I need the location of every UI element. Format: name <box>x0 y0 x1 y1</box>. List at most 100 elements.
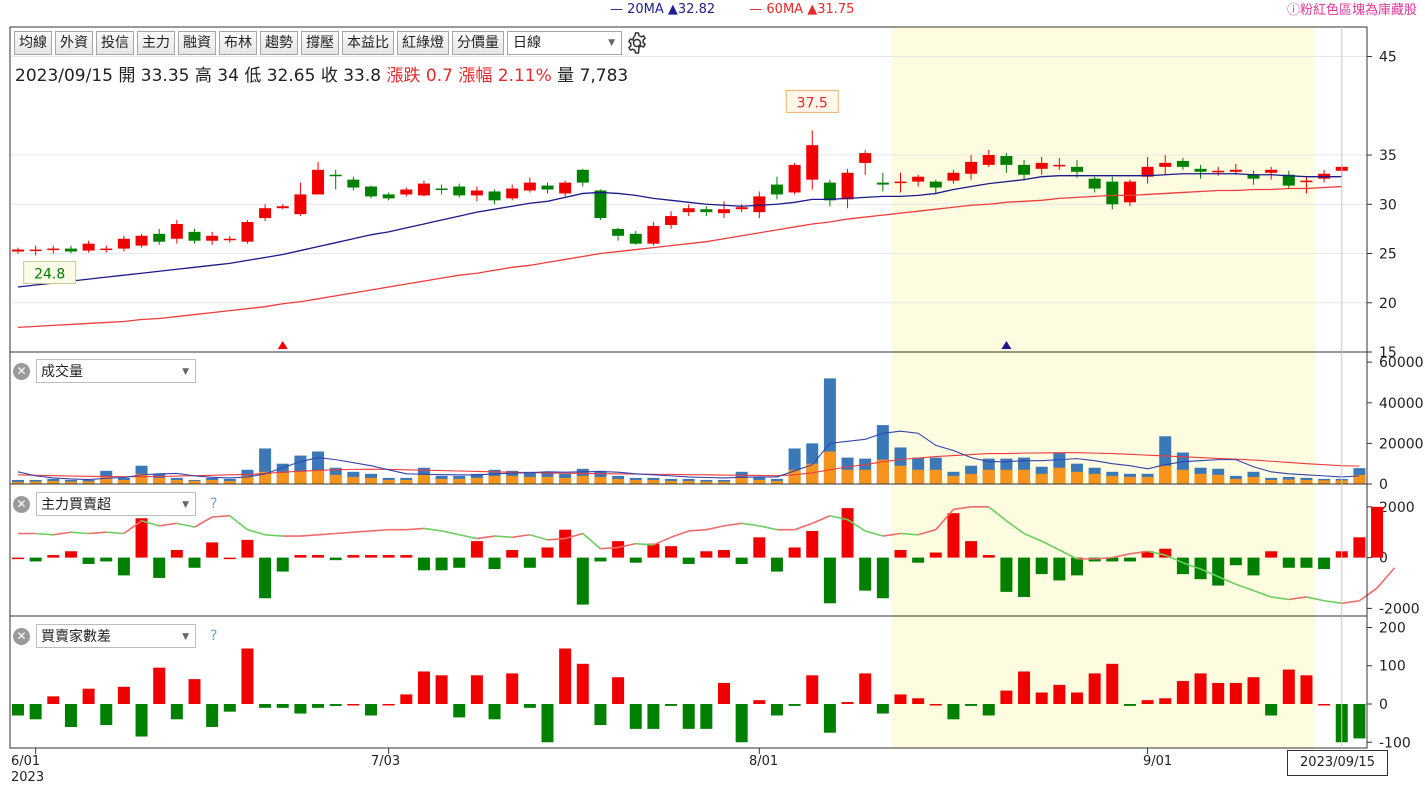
netbuy-bar <box>82 557 95 564</box>
close-icon[interactable]: ✕ <box>13 495 30 513</box>
signal-button[interactable]: 紅綠燈 <box>397 31 449 55</box>
brokers-bar <box>347 704 360 706</box>
highlight-region <box>891 27 1316 748</box>
candle-body <box>47 248 60 251</box>
candle-body <box>894 181 907 184</box>
candle-body <box>488 191 501 201</box>
gear-icon[interactable] <box>625 31 649 55</box>
ma-button[interactable]: 均線 <box>14 31 52 55</box>
netbuy-bar <box>665 546 678 558</box>
close-icon[interactable]: ✕ <box>13 362 30 380</box>
brokers-bar <box>64 704 77 727</box>
volume-bar-inner <box>912 469 925 484</box>
netbuy-bar <box>153 557 166 578</box>
help-icon[interactable]: ? <box>210 496 218 512</box>
candle-body <box>718 209 730 214</box>
volume-bar-inner <box>135 473 148 484</box>
volume-bar-inner <box>1176 469 1189 484</box>
netbuy-line-seg <box>917 528 937 536</box>
candle-body <box>576 169 589 183</box>
volume-bar-inner <box>965 473 978 484</box>
candle-body <box>417 183 430 196</box>
netbuy-line-seg <box>141 520 160 527</box>
brokers-bar <box>1265 704 1278 716</box>
bollinger-button[interactable]: 布林 <box>219 31 257 55</box>
netbuy-line-seg <box>670 530 689 539</box>
ohlc-date: 2023/09/15 <box>15 66 113 86</box>
volume-bar-inner <box>1141 476 1154 484</box>
volume-bar-inner <box>64 481 77 484</box>
netbuy-line-seg <box>741 522 760 527</box>
candle-body <box>1035 162 1048 169</box>
netbuy-bar <box>735 557 748 564</box>
candle-body <box>594 190 607 219</box>
brokers-bar <box>1088 673 1101 704</box>
pe-button[interactable]: 本益比 <box>342 31 394 55</box>
period-select[interactable]: 日線 ▼ <box>507 31 622 55</box>
volume-bar-inner <box>770 480 783 484</box>
brokers-select[interactable]: 買賣家數差 ▼ <box>36 624 196 648</box>
netbuy-bar <box>382 555 395 558</box>
volume-bar-inner <box>841 469 854 484</box>
netbuy-line-seg <box>688 528 707 532</box>
trust-button[interactable]: 投信 <box>96 31 134 55</box>
candle-body <box>170 223 183 239</box>
netbuy-line-seg <box>476 535 495 540</box>
netbuy-select[interactable]: 主力買賣超 ▼ <box>36 492 196 516</box>
volume-select[interactable]: 成交量 ▼ <box>36 359 196 383</box>
brokers-bar <box>770 704 783 716</box>
chart-frame <box>9 26 1368 749</box>
netbuy-line-seg <box>176 522 195 528</box>
netbuy-line-seg <box>1341 599 1360 605</box>
volume-bar-inner <box>417 474 430 484</box>
netbuy-bar <box>947 513 960 558</box>
candle-body <box>1300 180 1313 183</box>
volume-bar-inner <box>753 479 766 484</box>
volume-select-label: 成交量 <box>41 364 83 380</box>
candle-body <box>223 238 236 241</box>
candle-body <box>647 225 660 244</box>
candle-body <box>682 208 695 213</box>
netbuy-bar <box>965 541 978 558</box>
netbuy-line-seg <box>353 530 372 534</box>
netbuy-bar <box>523 557 536 568</box>
close-icon[interactable]: ✕ <box>13 627 30 645</box>
ohlc-change: 漲跌 0.7 <box>386 66 453 86</box>
netbuy-bar <box>1141 551 1154 558</box>
brokers-bar <box>665 704 678 706</box>
brokers-bar <box>100 704 113 726</box>
x-label-jun: 6/01 <box>11 754 41 769</box>
brokers-bar <box>294 704 307 714</box>
main-force-button[interactable]: 主力 <box>137 31 175 55</box>
netbuy-line-seg <box>635 542 654 546</box>
brokers-bar <box>1300 675 1313 704</box>
brokers-bar <box>647 704 660 729</box>
candle-body <box>12 249 24 252</box>
volume-bar-inner <box>612 478 625 484</box>
netbuy-bar <box>117 557 130 576</box>
netbuy-bar <box>629 557 642 563</box>
candle-body <box>1088 178 1101 189</box>
margin-button[interactable]: 融資 <box>178 31 216 55</box>
treasury-stock-notice[interactable]: ⓘ粉紅色區塊為庫藏股 <box>1286 3 1417 18</box>
trend-button[interactable]: 趨勢 <box>260 31 298 55</box>
brokers-bar <box>1018 671 1031 704</box>
netbuy-line-seg <box>847 518 866 532</box>
netbuy-bar <box>700 551 713 558</box>
netbuy-bar <box>241 539 254 558</box>
help-icon[interactable]: ? <box>210 628 218 644</box>
volume-bar-inner <box>453 478 466 484</box>
support-button[interactable]: 撐壓 <box>301 31 339 55</box>
volume-bar-inner <box>788 469 801 484</box>
volume-bar-inner <box>735 476 748 484</box>
netbuy-line-seg <box>882 532 901 537</box>
brokers-bar <box>1212 682 1225 704</box>
price-volume-button[interactable]: 分價量 <box>452 31 504 55</box>
netbuy-line-seg <box>1147 550 1166 556</box>
foreign-button[interactable]: 外資 <box>55 31 93 55</box>
brokers-bar <box>629 704 642 729</box>
netbuy-line-seg <box>900 532 919 536</box>
legend: — 20MA ▲32.82 — 60MA ▲31.75 <box>610 2 854 17</box>
volume-bar-inner <box>682 480 695 484</box>
